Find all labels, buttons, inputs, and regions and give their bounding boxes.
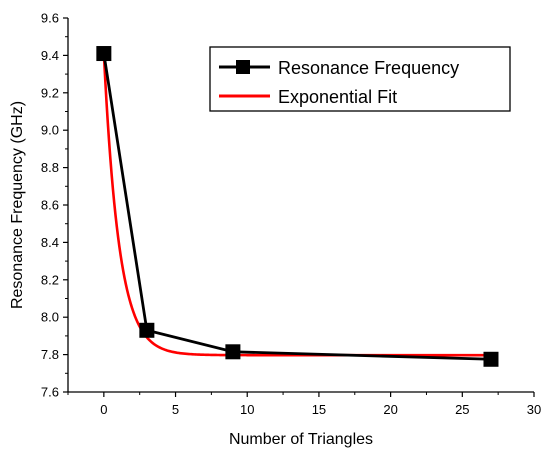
x-tick-label: 0 <box>100 402 107 417</box>
markers-layer <box>96 46 499 367</box>
x-tick-label: 15 <box>312 402 326 417</box>
legend-label-exponential-fit: Exponential Fit <box>278 87 397 107</box>
y-tick-label: 8.0 <box>41 310 59 325</box>
series-layer <box>102 53 492 361</box>
series-resonance-frequency-line <box>102 53 492 361</box>
y-tick-label: 8.6 <box>41 198 59 213</box>
y-tick-label: 9.4 <box>41 48 59 63</box>
data-point <box>96 46 112 62</box>
x-tick-label: 5 <box>172 402 179 417</box>
data-point <box>483 351 499 367</box>
ticks <box>63 17 535 397</box>
legend-marker-resonance-frequency <box>236 60 250 74</box>
y-tick-label: 7.6 <box>41 385 59 400</box>
y-tick-label: 9.2 <box>41 85 59 100</box>
data-point <box>139 322 155 338</box>
y-tick-label: 9.0 <box>41 123 59 138</box>
x-tick-label: 20 <box>383 402 397 417</box>
tick-labels: 0 5 10 15 20 25 30 7.6 7.8 8.0 8.2 8.4 8.6 8.8 9.0 9.2 9… <box>41 11 541 418</box>
x-axis-label: Number of Triangles <box>229 431 373 448</box>
legend: Resonance Frequency Exponential Fit <box>209 46 511 112</box>
data-point <box>225 344 241 360</box>
x-tick-label: 30 <box>527 402 541 417</box>
y-tick-label: 8.8 <box>41 160 59 175</box>
series-exponential-fit-line <box>102 53 491 357</box>
legend-box <box>209 46 511 112</box>
y-tick-label: 8.2 <box>41 272 59 287</box>
y-tick-label: 8.4 <box>41 235 59 250</box>
y-tick-label: 7.8 <box>41 347 59 362</box>
legend-label-resonance-frequency: Resonance Frequency <box>278 58 459 78</box>
x-tick-label: 25 <box>455 402 469 417</box>
x-tick-label: 10 <box>240 402 254 417</box>
y-axis-label: Resonance Frequency (GHz) <box>9 101 26 309</box>
y-tick-label: 9.6 <box>41 11 59 26</box>
